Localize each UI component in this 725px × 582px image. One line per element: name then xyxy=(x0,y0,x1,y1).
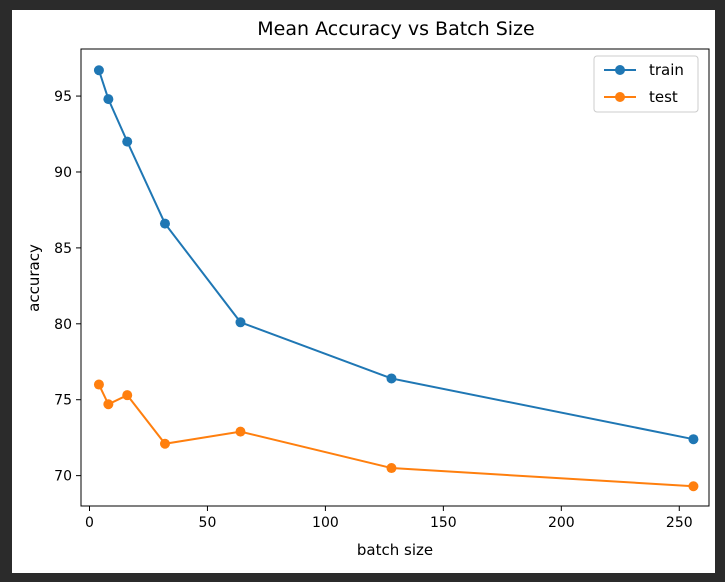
series-layer xyxy=(93,65,699,492)
x-tick-label: 0 xyxy=(85,515,94,531)
x-tick-label: 200 xyxy=(548,515,575,531)
x-tick-label: 50 xyxy=(199,515,217,531)
data-point-train xyxy=(235,317,246,328)
chart-title: Mean Accuracy vs Batch Size xyxy=(257,18,534,40)
data-point-train xyxy=(122,136,133,147)
legend: train test xyxy=(593,55,699,113)
data-point-train xyxy=(688,434,699,445)
x-tick-label: 250 xyxy=(666,515,693,531)
y-tick-label: 80 xyxy=(54,317,72,333)
data-point-test xyxy=(235,426,246,437)
data-point-test xyxy=(688,481,699,492)
data-point-test xyxy=(93,379,104,390)
legend-label-train: train xyxy=(649,61,684,79)
data-point-test xyxy=(122,390,133,401)
x-tick-label: 100 xyxy=(312,515,339,531)
y-tick-label: 75 xyxy=(54,393,72,409)
x-axis-label: batch size xyxy=(357,541,433,559)
legend-label-test: test xyxy=(649,88,678,106)
y-tick-label: 85 xyxy=(54,241,72,257)
y-axis-ticks: 70 75 80 85 90 95 xyxy=(54,89,81,485)
line-chart: Mean Accuracy vs Batch Size 0 50 100 150 200… xyxy=(25,18,710,559)
legend-marker-train xyxy=(615,65,625,75)
data-point-train xyxy=(93,65,104,76)
series-line-train xyxy=(97,69,694,441)
y-tick-label: 70 xyxy=(54,469,72,485)
data-point-test xyxy=(103,399,114,410)
x-tick-label: 150 xyxy=(430,515,457,531)
y-axis-label: accuracy xyxy=(25,244,43,312)
legend-marker-test xyxy=(615,92,625,102)
data-point-train xyxy=(386,373,397,384)
plot-area xyxy=(80,48,710,507)
data-point-train xyxy=(103,94,114,105)
x-axis-ticks: 0 50 100 150 200 250 xyxy=(85,506,693,531)
chart-frame: Mean Accuracy vs Batch Size 0 50 100 150 200… xyxy=(12,10,715,573)
y-tick-label: 95 xyxy=(54,89,72,105)
series-line-test xyxy=(98,384,694,488)
data-point-test xyxy=(386,463,397,474)
data-point-train xyxy=(159,218,170,229)
y-tick-label: 90 xyxy=(54,165,72,181)
data-point-test xyxy=(159,438,170,449)
